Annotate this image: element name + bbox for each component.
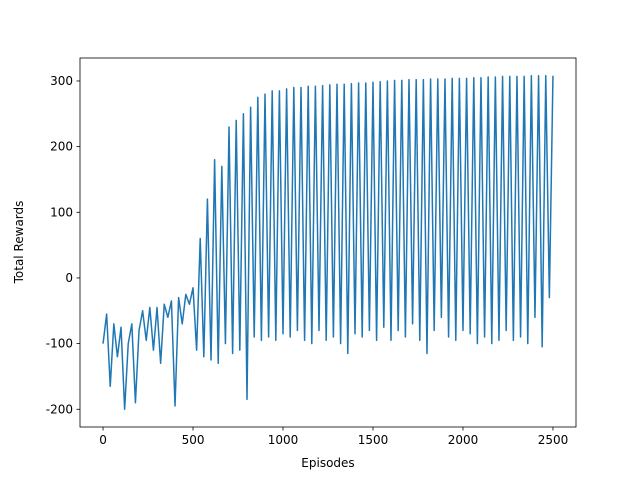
y-tick-label: -200: [46, 402, 73, 416]
x-tick-label: 2000: [448, 433, 479, 447]
x-tick-label: 1000: [268, 433, 299, 447]
x-tick-label: 1500: [358, 433, 389, 447]
y-tick-label: -100: [46, 337, 73, 351]
y-tick-label: 200: [50, 140, 73, 154]
data-line: [102, 74, 554, 411]
plot-frame: [79, 57, 577, 428]
y-axis-label: Total Rewards: [12, 201, 26, 285]
y-tick-label: 0: [65, 271, 73, 285]
x-tick-label: 500: [182, 433, 205, 447]
x-tick-label: 0: [99, 433, 107, 447]
x-axis-label: Episodes: [301, 456, 354, 470]
y-tick-label: 300: [50, 74, 73, 88]
y-tick-label: 100: [50, 205, 73, 219]
x-tick-label: 2500: [538, 433, 569, 447]
